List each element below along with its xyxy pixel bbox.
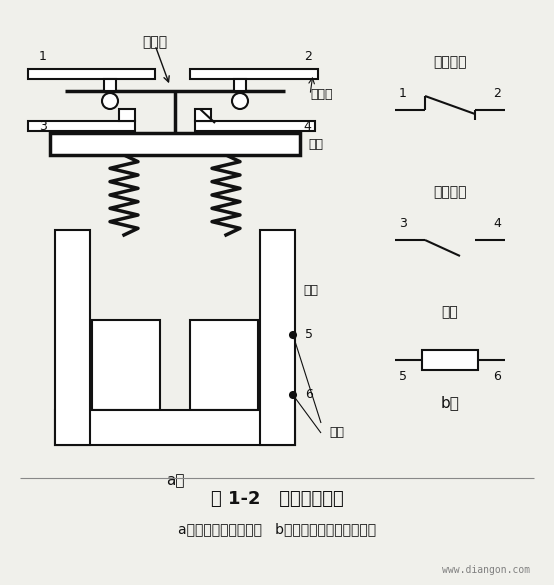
Text: 静触点: 静触点 xyxy=(310,88,332,102)
Text: 常闭触点: 常闭触点 xyxy=(433,55,467,69)
Bar xyxy=(55,230,90,445)
Bar xyxy=(28,121,135,131)
Text: 5: 5 xyxy=(305,329,313,342)
Text: 4: 4 xyxy=(303,119,311,132)
Circle shape xyxy=(102,93,118,109)
Circle shape xyxy=(290,392,296,398)
Bar xyxy=(190,69,318,79)
Text: 1: 1 xyxy=(39,50,47,63)
Text: 2: 2 xyxy=(493,87,501,100)
Text: 铁心: 铁心 xyxy=(303,284,318,297)
Bar xyxy=(234,79,246,91)
Text: 2: 2 xyxy=(304,50,312,63)
Bar xyxy=(190,320,258,410)
Bar xyxy=(55,410,295,445)
Bar xyxy=(50,133,300,155)
Text: a）: a） xyxy=(166,473,184,488)
Bar xyxy=(195,121,315,131)
Bar xyxy=(422,350,478,370)
Text: 3: 3 xyxy=(399,217,407,230)
Circle shape xyxy=(232,93,248,109)
Text: 6: 6 xyxy=(305,388,313,401)
Text: 线圈: 线圈 xyxy=(442,305,458,319)
Text: 3: 3 xyxy=(39,119,47,132)
Text: www.diangon.com: www.diangon.com xyxy=(442,565,530,575)
Bar xyxy=(104,79,116,91)
Text: 动触点: 动触点 xyxy=(142,35,167,49)
Bar xyxy=(260,230,295,445)
Bar xyxy=(119,109,135,121)
Text: 6: 6 xyxy=(493,370,501,383)
Circle shape xyxy=(290,332,296,338)
Text: 衔铁: 衔铁 xyxy=(308,137,323,150)
Bar xyxy=(92,320,160,410)
Text: 线圈: 线圈 xyxy=(329,426,344,439)
Text: 5: 5 xyxy=(399,370,407,383)
Text: 1: 1 xyxy=(399,87,407,100)
Bar xyxy=(28,69,155,79)
Text: 图 1-2   继电器示意图: 图 1-2 继电器示意图 xyxy=(211,490,343,508)
Text: a）继电器结构示意图   b）继电器组成的电路符号: a）继电器结构示意图 b）继电器组成的电路符号 xyxy=(178,522,376,536)
Text: 4: 4 xyxy=(493,217,501,230)
Bar xyxy=(195,109,211,121)
Text: 常开触点: 常开触点 xyxy=(433,185,467,199)
Text: b）: b） xyxy=(440,395,459,410)
